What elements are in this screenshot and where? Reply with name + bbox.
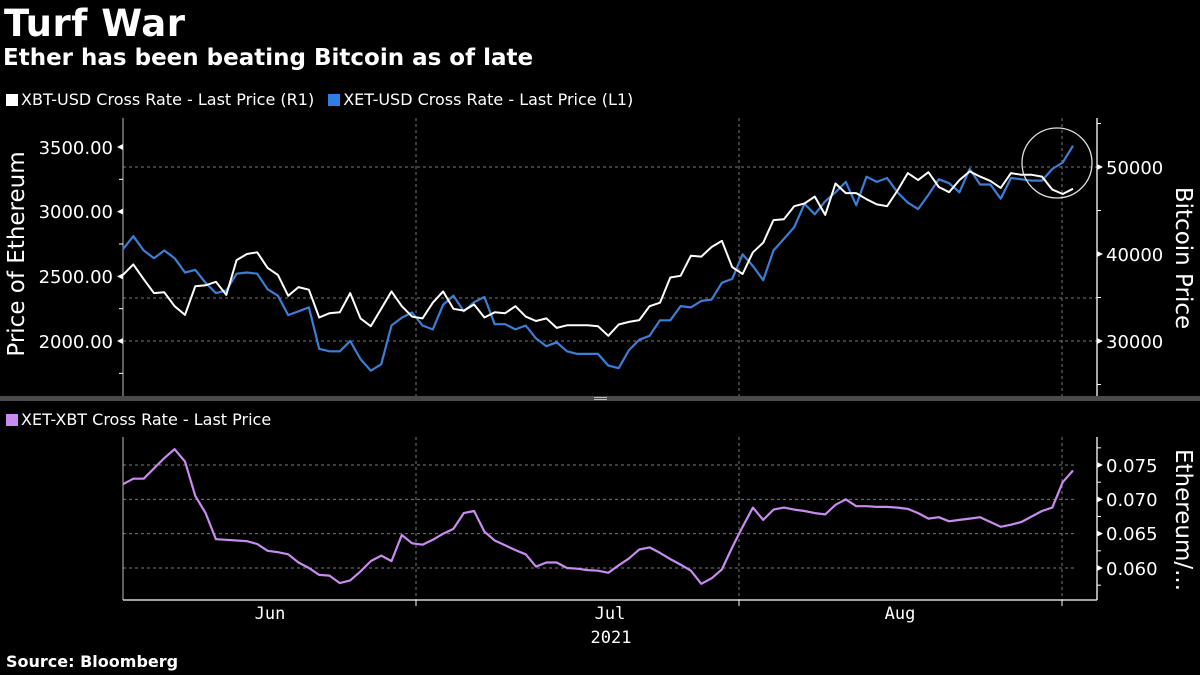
series-group (122, 145, 1074, 585)
right-tick-label: 30000 (1106, 332, 1163, 353)
bottom-axis-tick-marker (1097, 496, 1103, 503)
series-line-xet-usd (122, 145, 1074, 372)
left-axis-tick-marker (117, 144, 123, 150)
left-tick-label: 3000.00 (39, 202, 113, 223)
highlight-circle-annotation (1021, 127, 1093, 199)
legend-label-xet-xbt: XET-XBT Cross Rate - Last Price (21, 410, 272, 429)
left-axis-title: Price of Ethereum (4, 151, 30, 356)
legend-item-xet-usd: XET-USD Cross Rate - Last Price (L1) (328, 90, 633, 109)
left-axis-tick-marker (117, 273, 123, 280)
bottom-right-tick-label: 0.070 (1106, 490, 1158, 511)
right-tick-label: 50000 (1106, 158, 1163, 179)
bottom-right-tick-label: 0.075 (1106, 456, 1158, 477)
panel-divider[interactable] (0, 396, 1200, 401)
bottom-right-tick-label: 0.065 (1106, 524, 1158, 545)
left-tick-label: 3500.00 (39, 138, 113, 159)
bottom-axis-tick-marker (1097, 530, 1103, 537)
bottom-axis-tick-marker (1097, 462, 1103, 468)
legend-swatch-purple (6, 413, 18, 426)
legend-item-xet-xbt: XET-XBT Cross Rate - Last Price (6, 410, 271, 429)
bottom-right-tick-label: 0.060 (1106, 559, 1158, 580)
chart-title: Turf War (4, 2, 186, 45)
series-line-xet-xbt (122, 448, 1074, 585)
divider-grip-line-2 (594, 399, 607, 400)
legend-label-xet-usd: XET-USD Cross Rate - Last Price (L1) (343, 90, 634, 109)
left-tick-label: 2500.00 (39, 267, 113, 288)
left-axis-tick-marker (117, 338, 123, 344)
bottom-axis-tick-marker (1097, 565, 1103, 571)
left-axis-tick-marker (117, 208, 123, 215)
right-axis-title: Bitcoin Price (1170, 187, 1196, 329)
series-line-xbt-usd (122, 170, 1074, 337)
right-tick-label: 40000 (1106, 245, 1163, 266)
legend-item-xbt-usd: XBT-USD Cross Rate - Last Price (R1) (6, 90, 314, 109)
right-axis-tick-marker (1097, 338, 1103, 344)
left-tick-label: 2000.00 (39, 332, 113, 353)
bottom-right-axis-title: Ethereum/... (1170, 449, 1196, 591)
x-tick-label-jun: Jun (255, 604, 286, 624)
bottom-legend: XET-XBT Cross Rate - Last Price (6, 410, 285, 429)
x-tick-label-aug: Aug (885, 604, 916, 624)
right-axis-tick-marker (1097, 164, 1103, 170)
legend-swatch-white (6, 93, 18, 106)
source-label: Source: Bloomberg (6, 652, 179, 671)
chart-subtitle: Ether has been beating Bitcoin as of lat… (3, 45, 534, 71)
grid-bottom (123, 437, 1075, 600)
legend-swatch-blue (328, 93, 341, 106)
grid-top (123, 118, 1097, 396)
divider-grip-line-1 (594, 397, 607, 398)
top-legend: XBT-USD Cross Rate - Last Price (R1) XET… (6, 90, 647, 109)
legend-label-xbt-usd: XBT-USD Cross Rate - Last Price (R1) (21, 90, 315, 109)
right-axis-tick-marker (1097, 251, 1103, 257)
axes (117, 118, 1103, 606)
x-year-label: 2021 (591, 628, 632, 648)
x-tick-label-jul: Jul (595, 604, 626, 624)
